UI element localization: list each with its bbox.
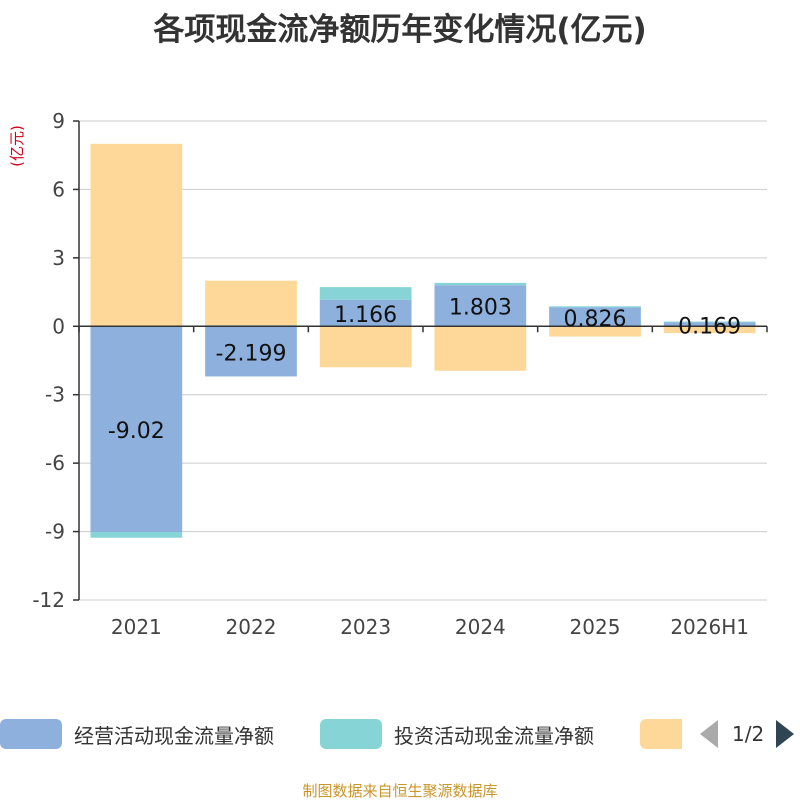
- legend-label-operating: 经营活动现金流量净额: [74, 723, 274, 748]
- y-tick-label: -12: [32, 588, 65, 612]
- legend-swatch-operating: [0, 719, 62, 749]
- bar-2025-s1: [549, 306, 641, 308]
- bar-2022-s0: [205, 326, 297, 377]
- x-tick-label: 2023: [340, 615, 391, 639]
- legend-item-investing[interactable]: 投资活动现金流量净额: [320, 716, 594, 752]
- bar-2026H1-s0: [663, 322, 756, 327]
- legend-item-operating[interactable]: 经营活动现金流量净额: [0, 716, 274, 752]
- y-tick-label: 0: [52, 314, 65, 338]
- y-tick-label: 9: [52, 109, 65, 133]
- bar-2023-s2: [319, 326, 412, 368]
- axes: 9 6 3 0 -3 -6 -9 -12 2021 2022 2023 2024 2025 2026H1: [32, 109, 768, 639]
- bar-2021-s1: [90, 532, 183, 538]
- y-axis-unit-label: (亿元): [8, 125, 26, 167]
- x-tick-label: 2022: [226, 615, 277, 639]
- bar-2022-s2: [205, 280, 297, 326]
- legend-swatch-financing: [640, 719, 682, 749]
- x-tick-label: 2024: [455, 615, 506, 639]
- data-label: 1.803: [449, 296, 512, 321]
- bar-2025-s0: [549, 307, 641, 327]
- bars: [90, 143, 756, 538]
- data-label: 0.169: [678, 314, 741, 339]
- y-tick-label: 3: [52, 246, 65, 270]
- y-tick-label: -9: [45, 520, 65, 544]
- bar-2021-s2: [90, 143, 183, 327]
- bar-2023-s0: [319, 299, 412, 327]
- bar-2024-s1: [434, 282, 527, 286]
- pager-next-icon[interactable]: [776, 720, 795, 748]
- x-tick-label: 2025: [570, 615, 621, 639]
- legend-pager: 1/2: [700, 716, 795, 752]
- x-tick-label: 2021: [111, 615, 162, 639]
- bar-2023-s1: [319, 287, 412, 300]
- data-label: 1.166: [334, 303, 397, 328]
- chart-title: 各项现金流净额历年变化情况(亿元): [153, 12, 647, 48]
- bar-2021-s0: [90, 326, 183, 533]
- x-tick-label: 2026H1: [670, 615, 749, 639]
- data-label: -9.02: [108, 419, 165, 444]
- legend-swatch-investing: [320, 719, 382, 749]
- grid-lines: [79, 120, 767, 601]
- y-tick-label: -3: [45, 383, 65, 407]
- bar-2026H1-s1: [663, 321, 756, 323]
- data-labels: -9.02 -2.199 1.166 1.803 0.826 0.169: [108, 296, 741, 444]
- legend-label-investing: 投资活动现金流量净额: [394, 723, 594, 748]
- bar-2025-s2: [549, 326, 641, 337]
- bar-2026H1-s2: [663, 326, 756, 334]
- pager-prev-icon[interactable]: [700, 720, 718, 748]
- bar-2024-s0: [434, 285, 527, 327]
- legend-item-financing[interactable]: [640, 716, 682, 752]
- data-label: 0.826: [564, 307, 627, 332]
- bar-2024-s2: [434, 326, 527, 371]
- data-label: -2.199: [216, 341, 287, 366]
- y-tick-label: -6: [45, 451, 65, 475]
- source-note: 制图数据来自恒生聚源数据库: [302, 782, 498, 800]
- y-tick-label: 6: [52, 177, 65, 201]
- pager-text: 1/2: [732, 722, 765, 746]
